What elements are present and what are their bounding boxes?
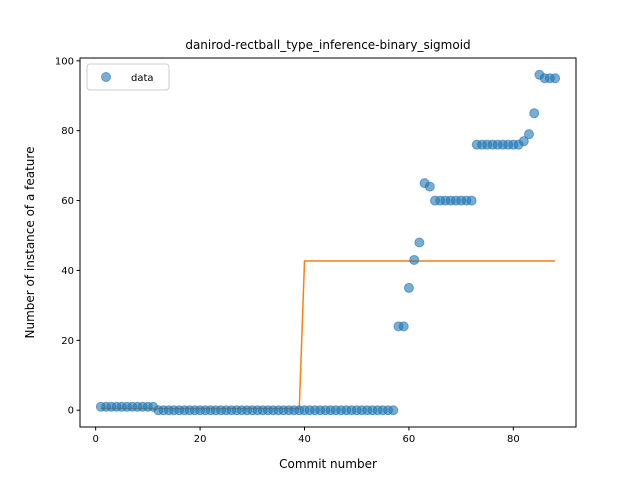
x-tick-label: 80 xyxy=(507,434,520,445)
data-point xyxy=(518,136,529,147)
y-tick-label: 0 xyxy=(68,406,74,417)
legend-marker xyxy=(101,72,111,82)
x-axis-title: Commit number xyxy=(279,457,377,471)
data-point xyxy=(414,237,425,248)
data-point xyxy=(524,129,535,140)
y-axis-title: Number of instance of a feature xyxy=(23,147,37,339)
y-tick-label: 80 xyxy=(61,126,74,137)
y-tick-label: 60 xyxy=(61,196,74,207)
plot-area xyxy=(80,58,576,427)
y-tick-label: 100 xyxy=(55,56,74,67)
data-points-layer xyxy=(95,69,561,416)
data-point xyxy=(409,254,420,265)
plot-frame xyxy=(79,57,577,428)
x-tick-label: 40 xyxy=(298,434,311,445)
data-point xyxy=(466,195,477,206)
x-tick-label: 60 xyxy=(403,434,416,445)
chart-title: danirod-rectball_type_inference-binary_s… xyxy=(185,38,470,52)
x-tick-label: 0 xyxy=(92,434,98,445)
data-point xyxy=(550,73,561,84)
data-point xyxy=(398,321,409,332)
axis-ticks: 0 20 40 60 80 0 20 40 60 80 100 xyxy=(55,56,520,445)
data-point xyxy=(529,108,540,119)
legend-label-data: data xyxy=(131,73,154,84)
y-tick-label: 20 xyxy=(61,336,74,347)
legend-box xyxy=(86,63,170,91)
y-tick-label: 40 xyxy=(61,266,74,277)
data-point xyxy=(403,282,414,293)
data-point xyxy=(424,181,435,192)
legend: data xyxy=(86,63,170,91)
x-tick-label: 20 xyxy=(194,434,207,445)
data-point xyxy=(388,405,399,416)
